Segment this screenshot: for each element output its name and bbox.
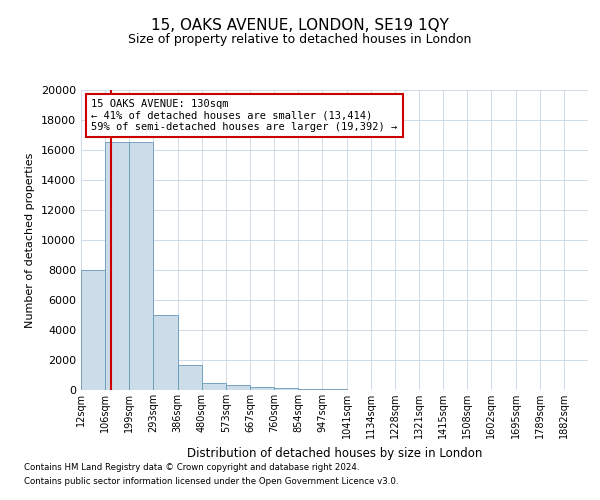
Bar bbox=[81, 270, 105, 390]
Bar bbox=[226, 385, 250, 390]
Y-axis label: Number of detached properties: Number of detached properties bbox=[25, 152, 35, 328]
Bar bbox=[274, 388, 298, 390]
Text: 15 OAKS AVENUE: 130sqm
← 41% of detached houses are smaller (13,414)
59% of semi: 15 OAKS AVENUE: 130sqm ← 41% of detached… bbox=[91, 99, 397, 132]
Bar bbox=[105, 142, 129, 390]
Bar bbox=[298, 389, 322, 390]
Bar bbox=[129, 142, 154, 390]
Text: Contains public sector information licensed under the Open Government Licence v3: Contains public sector information licen… bbox=[24, 477, 398, 486]
Bar bbox=[250, 387, 274, 390]
Bar bbox=[178, 364, 202, 390]
Bar bbox=[202, 382, 226, 390]
Bar bbox=[154, 315, 178, 390]
Text: 15, OAKS AVENUE, LONDON, SE19 1QY: 15, OAKS AVENUE, LONDON, SE19 1QY bbox=[151, 18, 449, 32]
Text: Contains HM Land Registry data © Crown copyright and database right 2024.: Contains HM Land Registry data © Crown c… bbox=[24, 464, 359, 472]
X-axis label: Distribution of detached houses by size in London: Distribution of detached houses by size … bbox=[187, 446, 482, 460]
Text: Size of property relative to detached houses in London: Size of property relative to detached ho… bbox=[128, 32, 472, 46]
